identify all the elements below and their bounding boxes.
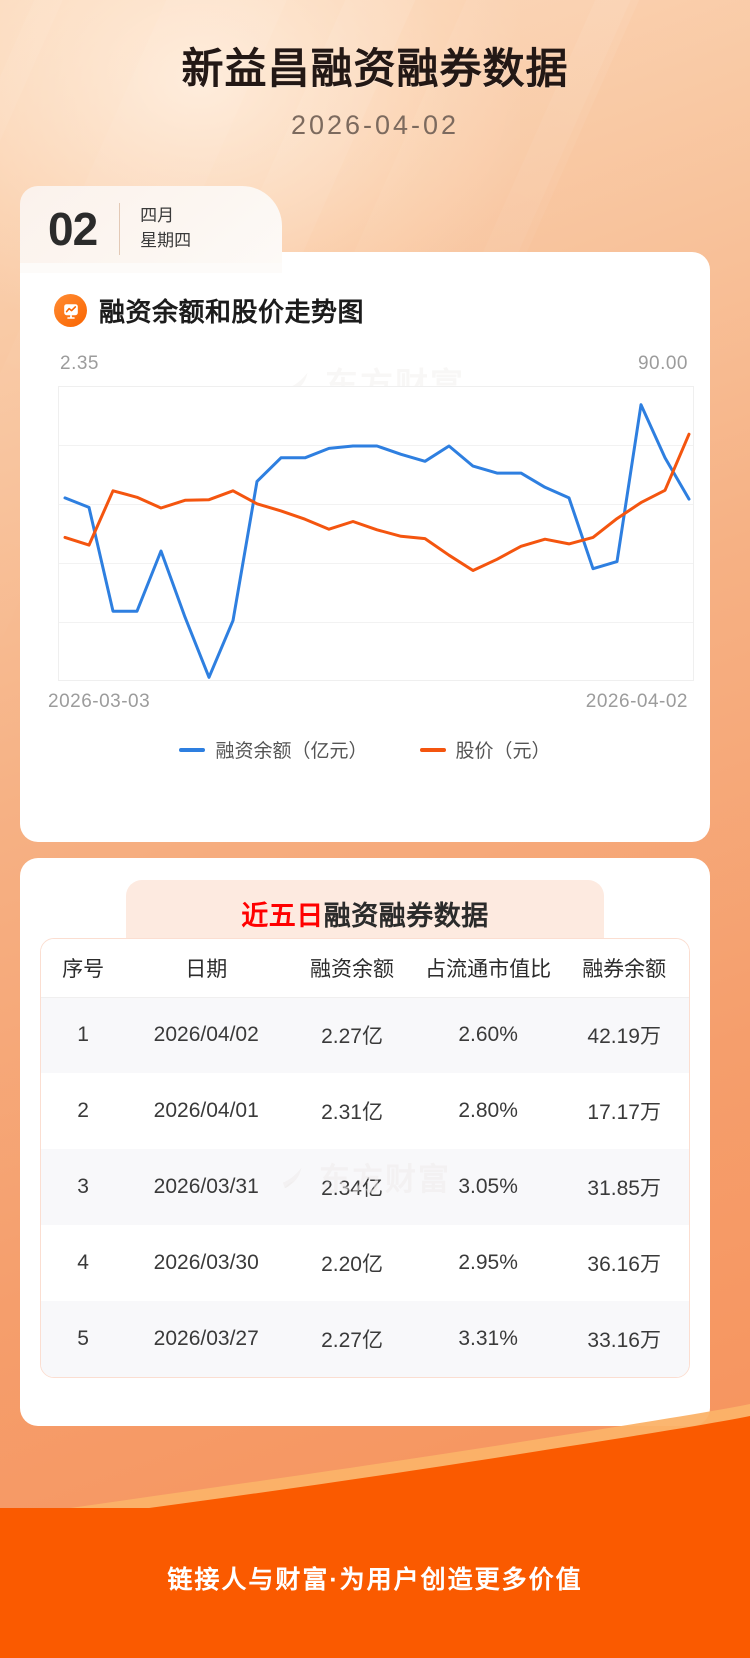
chart-trend-icon	[54, 294, 87, 327]
cell-index: 2	[77, 1099, 89, 1122]
footer-band	[0, 1508, 750, 1658]
date-weekday: 星期四	[140, 231, 192, 250]
table-body: 1 2026/04/02 2.27亿 2.60% 42.19万 2 2026/04/01 2.…	[41, 997, 689, 1377]
table-row: 4 2026/03/30 2.20亿 2.95% 36.16万	[41, 1225, 689, 1301]
col-header-ratio: 占流通市值比	[416, 939, 560, 998]
date-day: 02	[48, 203, 98, 255]
cell-market-ratio: 2.80%	[458, 1099, 518, 1122]
legend-item-price[interactable]: 股价（元）	[419, 736, 551, 763]
legend-swatch-financing	[179, 747, 206, 752]
page-header: 新益昌融资融券数据 2026-04-02	[0, 0, 750, 141]
table-title-rest: 融资融券数据	[323, 900, 489, 931]
chart-plot-area: 东方财富 2.35 2.30 2.25 2.20 2.15 2.10 90.00…	[20, 351, 710, 771]
footer-slogan: 链接人与财富·为用户创造更多价值	[167, 1566, 583, 1594]
cell-short-balance: 36.16万	[587, 1253, 661, 1276]
cell-date: 2026/03/30	[153, 1251, 259, 1274]
data-table-wrapper: 序号 日期 融资余额 占流通市值比 融券余额 1 2026/04/02 2.27亿 2…	[40, 938, 690, 1378]
table-row: 1 2026/04/02 2.27亿 2.60% 42.19万	[41, 997, 689, 1073]
legend-item-financing[interactable]: 融资余额（亿元）	[179, 736, 368, 763]
chart-card: 融资余额和股价走势图 东方财富 2.35 2.30 2.25 2.20 2.15…	[20, 252, 710, 842]
cell-index: 3	[77, 1175, 89, 1198]
date-meta: 四月 星期四	[120, 207, 191, 250]
cell-date: 2026/04/01	[153, 1099, 259, 1122]
legend-label-financing: 融资余额（亿元）	[215, 741, 368, 762]
chart-legend: 融资余额（亿元） 股价（元）	[20, 736, 710, 763]
table-head: 序号 日期 融资余额 占流通市值比 融券余额	[41, 939, 689, 998]
chart-canvas	[58, 386, 694, 681]
table-row: 2 2026/04/01 2.31亿 2.80% 17.17万	[41, 1073, 689, 1149]
page-subtitle-date: 2026-04-02	[290, 110, 460, 141]
date-month: 四月	[140, 206, 175, 226]
table-row: 3 2026/03/31 2.34亿 3.05% 31.85万	[41, 1149, 689, 1225]
margin-trading-table: 序号 日期 融资余额 占流通市值比 融券余额 1 2026/04/02 2.27亿 2…	[41, 939, 689, 1377]
cell-short-balance: 42.19万	[587, 1025, 661, 1049]
cell-financing-balance: 2.31亿	[321, 1101, 383, 1124]
gridline	[59, 504, 693, 505]
cell-date: 2026/03/31	[153, 1175, 259, 1198]
cell-financing-balance: 2.20亿	[321, 1253, 383, 1276]
page-footer: 链接人与财富·为用户创造更多价值	[0, 1400, 750, 1658]
x-axis-start-label: 2026-03-03	[48, 691, 151, 712]
page-title: 新益昌融资融券数据	[181, 45, 569, 92]
right-axis-tick: 90.00	[637, 353, 688, 374]
gridline	[59, 563, 693, 564]
cell-index: 4	[77, 1251, 89, 1274]
cell-market-ratio: 2.60%	[458, 1023, 518, 1047]
col-header-date: 日期	[125, 939, 288, 998]
col-header-index: 序号	[41, 939, 126, 998]
left-axis-tick: 2.35	[60, 353, 99, 374]
cell-short-balance: 33.16万	[587, 1329, 661, 1352]
cell-market-ratio: 3.05%	[458, 1175, 518, 1198]
gridline	[59, 622, 693, 623]
cell-index: 1	[77, 1023, 89, 1047]
cell-date: 2026/04/02	[153, 1023, 259, 1047]
cell-date: 2026/03/27	[153, 1327, 259, 1350]
cell-financing-balance: 2.34亿	[321, 1177, 383, 1200]
footer-wave-decoration	[0, 1404, 750, 1530]
date-tab: 02 四月 星期四	[20, 186, 282, 273]
legend-label-price: 股价（元）	[455, 741, 551, 762]
table-header-row: 序号 日期 融资余额 占流通市值比 融券余额	[41, 939, 689, 998]
cell-index: 5	[77, 1327, 89, 1350]
chart-series-svg	[63, 403, 691, 679]
table-row: 5 2026/03/27 2.27亿 3.31% 33.16万	[41, 1301, 689, 1377]
table-card: 近五日融资融券数据 东方财富 序号 日期 融资余额 占流通市值比 融券余额	[20, 858, 710, 1426]
cell-financing-balance: 2.27亿	[321, 1025, 383, 1049]
col-header-short: 融券余额	[559, 939, 689, 998]
col-header-balance: 融资余额	[287, 939, 417, 998]
table-title-highlight: 近五日	[241, 900, 324, 931]
x-axis-end-label: 2026-04-02	[585, 691, 688, 712]
chart-x-axis: 2026-03-03 2026-04-02	[20, 691, 710, 713]
table-title: 近五日融资融券数据	[241, 894, 489, 933]
legend-swatch-price	[419, 747, 446, 752]
cell-market-ratio: 3.31%	[458, 1327, 518, 1350]
cell-market-ratio: 2.95%	[458, 1251, 518, 1274]
cell-short-balance: 17.17万	[587, 1101, 661, 1124]
cell-financing-balance: 2.27亿	[321, 1329, 383, 1352]
chart-title: 融资余额和股价走势图	[99, 297, 365, 327]
cell-short-balance: 31.85万	[587, 1177, 661, 1200]
table-title-pill: 近五日融资融券数据	[126, 880, 604, 946]
